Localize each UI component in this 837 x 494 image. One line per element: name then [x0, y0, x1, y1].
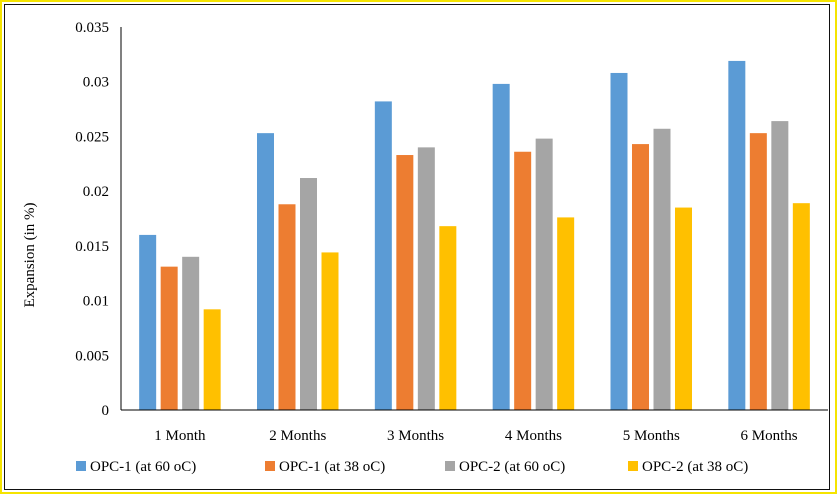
bar [203, 309, 221, 410]
x-tick-label: 1 Month [154, 428, 206, 444]
y-axis-title: Expansion (in %) [22, 203, 38, 308]
bar [632, 144, 649, 411]
bar [557, 217, 575, 410]
bar [417, 147, 435, 410]
bar [374, 101, 392, 410]
bar [182, 256, 200, 410]
x-axis-labels: 1 Month 2 Months 3 Months 4 Months 5 Months 6… [154, 428, 798, 444]
legend-swatch [628, 461, 638, 471]
bar [139, 234, 157, 410]
legend-swatch [76, 461, 86, 471]
y-tick-label: 0.025 [75, 129, 109, 145]
y-tick-label: 0.035 [75, 20, 109, 36]
x-tick-label: 2 Months [269, 428, 326, 444]
y-tick-label: 0 [102, 403, 110, 419]
legend-swatch [445, 461, 455, 471]
legend: OPC-1 (at 60 oC) OPC-1 (at 38 oC) OPC-2 (a… [76, 459, 748, 475]
bar [300, 178, 317, 410]
bar [653, 128, 671, 411]
bar [749, 133, 767, 410]
y-tick-label: 0.015 [75, 239, 109, 255]
x-tick-label: 6 Months [741, 428, 798, 444]
bar [514, 151, 532, 410]
y-tick-label: 0.005 [75, 348, 109, 364]
x-tick-label: 3 Months [387, 428, 444, 444]
legend-label: OPC-1 (at 38 oC) [279, 459, 385, 475]
bar [439, 226, 457, 410]
legend-label: OPC-1 (at 60 oC) [90, 459, 196, 475]
y-tick-label: 0.03 [83, 75, 109, 91]
y-tick-label: 0.02 [83, 184, 109, 200]
bar [321, 252, 339, 410]
legend-swatch [265, 461, 275, 471]
legend-label: OPC-2 (at 60 oC) [459, 459, 565, 475]
bar [771, 121, 789, 410]
y-tick-label: 0.01 [83, 294, 109, 310]
bar [610, 72, 628, 411]
bar [278, 204, 296, 410]
legend-label: OPC-2 (at 38 oC) [642, 459, 748, 475]
bar [257, 133, 274, 410]
bar [792, 203, 810, 410]
bar [396, 155, 414, 410]
bar [675, 207, 692, 410]
y-axis-ticks: 0 0.005 0.01 0.015 0.02 0.025 0.03 0.035 [75, 20, 109, 419]
bar [535, 138, 553, 411]
x-tick-label: 4 Months [505, 428, 562, 444]
bar [728, 60, 746, 411]
bar [160, 266, 178, 410]
x-tick-label: 5 Months [623, 428, 680, 444]
bars [139, 60, 810, 411]
bar [492, 83, 510, 410]
